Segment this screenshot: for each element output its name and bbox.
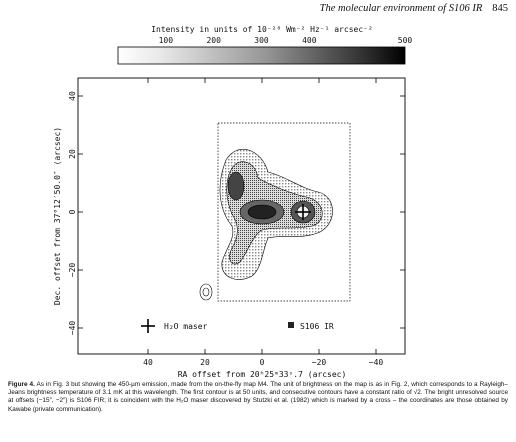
x-tick-label: 40 <box>143 358 153 367</box>
y-tick-label: 0 <box>68 209 77 214</box>
colorbar-ticks: 100 200 300 400 500 <box>159 36 413 45</box>
y-tick-label: 20 <box>68 149 77 159</box>
y-axis-label: Dec. offset from 37°12′50.0″ (arcsec) <box>53 127 62 305</box>
colorbar-tick-label: 200 <box>206 36 221 45</box>
colorbar-tick-label: 300 <box>254 36 269 45</box>
y-tick-label: 40 <box>68 91 77 101</box>
x-tick-label: −40 <box>369 358 384 367</box>
legend-source-symbol <box>288 322 294 328</box>
y-tick-label: −40 <box>68 321 77 336</box>
contours <box>199 149 333 301</box>
legend-cross-symbol <box>141 319 155 333</box>
running-header: The molecular environment of S106 IR 845 <box>320 3 508 14</box>
legend-maser: H₂O maser <box>164 322 208 331</box>
x-tick-label: 0 <box>260 358 265 367</box>
colorbar-tick-label: 400 <box>302 36 317 45</box>
x-tick-label: 20 <box>200 358 210 367</box>
colorbar-tick-label: 100 <box>159 36 174 45</box>
figure: Intensity in units of 10⁻²⁰ Wm⁻² Hz⁻¹ ar… <box>53 25 413 379</box>
page-number: 845 <box>492 3 508 14</box>
map-boundary <box>217 122 351 302</box>
figure-caption: Figure 4. As in Fig. 3 but showing the 4… <box>8 381 508 414</box>
colorbar <box>117 46 406 65</box>
y-ticks: 40 20 0 −20 −40 <box>68 91 405 335</box>
plot-frame <box>77 77 406 355</box>
header-title: The molecular environment of S106 IR <box>319 3 483 14</box>
y-tick-label: −20 <box>68 263 77 278</box>
colorbar-label: Intensity in units of 10⁻²⁰ Wm⁻² Hz⁻¹ ar… <box>151 25 373 34</box>
x-tick-label: −20 <box>312 358 327 367</box>
colorbar-tick-label: 500 <box>398 36 413 45</box>
x-axis-label: RA offset from 20ʰ25ᵐ33ˢ.7 (arcsec) <box>178 370 347 379</box>
caption-text: As in Fig. 3 but showing the 450-µm emis… <box>8 381 508 413</box>
maser-cross <box>295 204 311 220</box>
caption-label: Figure 4. <box>8 381 35 388</box>
legend-source: S106 IR <box>300 322 334 331</box>
x-ticks: 40 20 0 −20 −40 <box>143 78 383 367</box>
